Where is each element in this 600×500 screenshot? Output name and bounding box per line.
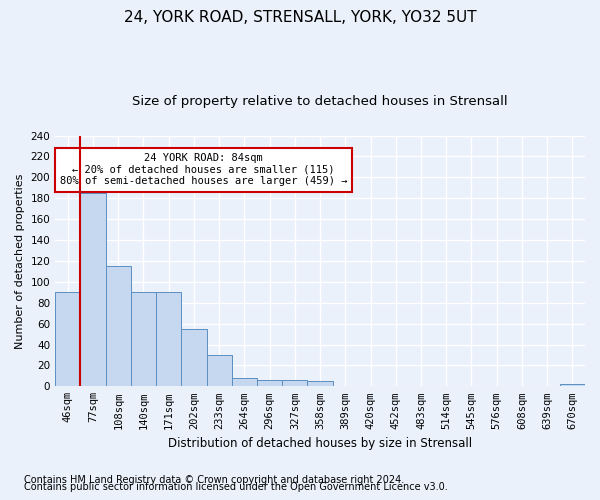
Bar — [80, 193, 106, 386]
Bar — [560, 384, 585, 386]
Bar — [206, 355, 232, 386]
Bar — [232, 378, 257, 386]
X-axis label: Distribution of detached houses by size in Strensall: Distribution of detached houses by size … — [168, 437, 472, 450]
Title: Size of property relative to detached houses in Strensall: Size of property relative to detached ho… — [132, 95, 508, 108]
Bar — [307, 381, 332, 386]
Text: Contains HM Land Registry data © Crown copyright and database right 2024.: Contains HM Land Registry data © Crown c… — [24, 475, 404, 485]
Bar — [55, 292, 80, 386]
Text: 24, YORK ROAD, STRENSALL, YORK, YO32 5UT: 24, YORK ROAD, STRENSALL, YORK, YO32 5UT — [124, 10, 476, 25]
Bar — [257, 380, 282, 386]
Bar — [156, 292, 181, 386]
Bar — [131, 292, 156, 386]
Y-axis label: Number of detached properties: Number of detached properties — [15, 173, 25, 348]
Bar — [181, 329, 206, 386]
Bar — [282, 380, 307, 386]
Text: 24 YORK ROAD: 84sqm
← 20% of detached houses are smaller (115)
80% of semi-detac: 24 YORK ROAD: 84sqm ← 20% of detached ho… — [60, 153, 347, 186]
Text: Contains public sector information licensed under the Open Government Licence v3: Contains public sector information licen… — [24, 482, 448, 492]
Bar — [106, 266, 131, 386]
